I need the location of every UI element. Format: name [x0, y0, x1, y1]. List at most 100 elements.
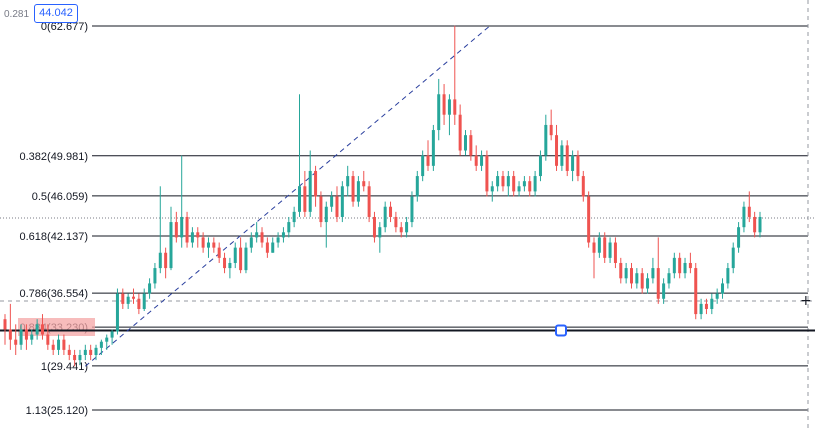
candle-body [148, 283, 152, 294]
candle-body [463, 135, 467, 151]
candle-body [672, 257, 676, 274]
candle-body [426, 155, 430, 166]
candle-body [201, 237, 205, 248]
candle-body [67, 349, 71, 355]
candle-body [635, 273, 639, 284]
candle-body [646, 278, 650, 289]
candle-body [667, 273, 671, 284]
candle-body [538, 155, 542, 177]
candle-body [629, 268, 633, 284]
candle-body [335, 196, 339, 217]
candle-body [747, 206, 751, 217]
candle-body [40, 324, 44, 335]
candle-body [190, 232, 194, 243]
candle-body [142, 293, 146, 309]
candle-body [196, 232, 200, 238]
candle-body [501, 176, 505, 187]
candle-body [319, 196, 323, 223]
candle-body [298, 186, 302, 212]
candle-body [480, 155, 484, 166]
candle-body [99, 341, 103, 348]
candle-body [383, 206, 387, 228]
candle-body [30, 334, 34, 340]
candle-body [624, 268, 628, 279]
candle-body [431, 130, 435, 166]
candle-body [115, 293, 119, 332]
candle-body [239, 247, 243, 271]
candle-body [506, 176, 510, 187]
candle-body [389, 206, 393, 217]
candle-body [314, 170, 318, 197]
candle-body [437, 94, 441, 131]
candle-body [731, 247, 735, 269]
candle-body [3, 319, 7, 330]
candle-body [260, 232, 264, 243]
candle-body [758, 216, 762, 233]
candle-body [560, 145, 564, 166]
candle-body [83, 349, 87, 355]
candle-body [517, 186, 521, 192]
candle-body [694, 268, 698, 315]
candle-body [533, 176, 537, 192]
candle-body [78, 354, 82, 361]
candle-body [110, 331, 114, 338]
candle-body [421, 155, 425, 177]
candle-body [512, 176, 516, 192]
candle-body [581, 176, 585, 197]
candle-body [265, 242, 269, 253]
candle-body [592, 242, 596, 253]
candle-body [603, 237, 607, 258]
candle-body [683, 262, 687, 274]
candle-body [522, 181, 526, 187]
candle-body [132, 296, 136, 299]
line-drag-handle[interactable] [555, 324, 567, 337]
candle-body [153, 268, 157, 284]
candle-body [576, 155, 580, 177]
fib-level-label: 0.786(36.554) [20, 288, 89, 300]
candle-body [485, 155, 489, 192]
candle-body [372, 216, 376, 238]
candle-body [233, 247, 237, 263]
candle-body [753, 216, 757, 233]
candle-body [410, 196, 414, 223]
candle-body [212, 242, 216, 248]
candle-body [496, 176, 500, 187]
candle-body [555, 135, 559, 166]
candle-body [255, 232, 259, 238]
fib-level-label: 0.382(49.981) [20, 151, 89, 163]
candle-body [394, 216, 398, 228]
price-label-box[interactable]: 44.042 [34, 4, 78, 23]
candle-body [228, 262, 232, 269]
fib-level-label: 0.5(46.059) [32, 191, 88, 203]
candle-body [415, 176, 419, 197]
candle-body [651, 268, 655, 279]
candle-body [89, 349, 93, 355]
top-left-value: 0.281 [4, 9, 30, 20]
candle-body [351, 176, 355, 202]
candle-body [244, 247, 248, 271]
candle-body [57, 339, 61, 350]
fib-level-label: 0(62.677) [41, 21, 88, 33]
candle-body [180, 216, 184, 238]
candle-body [169, 222, 173, 269]
trend-line[interactable] [84, 25, 491, 367]
candle-body [164, 252, 168, 269]
candle-body [640, 273, 644, 289]
candle-body [405, 222, 409, 233]
candle-body [324, 206, 328, 223]
candle-body [656, 268, 660, 299]
candle-body [35, 324, 39, 335]
candle-body [346, 176, 350, 187]
candle-body [715, 293, 719, 299]
candle-body [223, 257, 227, 269]
candle-body [528, 181, 532, 192]
candle-body [571, 155, 575, 171]
candle-body [737, 227, 741, 248]
candle-body [174, 222, 178, 238]
candle-body [549, 124, 553, 136]
candle-body [490, 186, 494, 192]
candle-body [19, 329, 23, 345]
candle-body [613, 242, 617, 263]
crosshair-plus-icon: + [800, 293, 812, 309]
